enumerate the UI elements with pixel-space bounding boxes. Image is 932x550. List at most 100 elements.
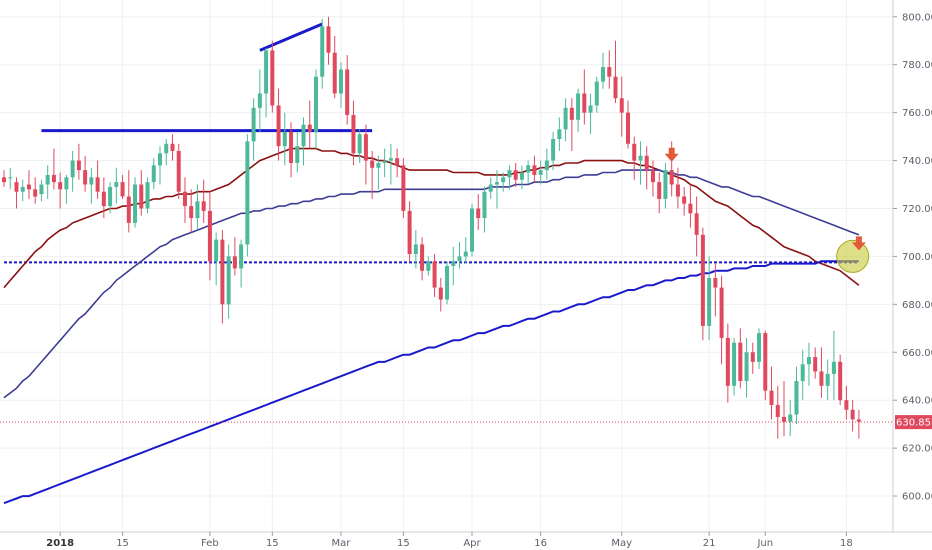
candle-body: [295, 146, 300, 163]
candle-body: [264, 50, 269, 94]
candle: [526, 160, 531, 185]
candle: [763, 330, 768, 401]
candle-body: [657, 182, 662, 199]
candle-body: [576, 93, 581, 120]
last-price-label: 630.85: [896, 418, 931, 429]
candle: [326, 16, 331, 65]
candle: [189, 189, 194, 233]
candle-body: [788, 414, 793, 422]
candle-body: [195, 201, 200, 219]
candle-body: [850, 409, 855, 420]
candle: [413, 230, 418, 269]
candle: [769, 366, 774, 420]
candle: [719, 275, 724, 365]
candle-body: [838, 361, 843, 401]
candle-body: [8, 177, 13, 179]
candle-body: [251, 107, 256, 142]
candle: [95, 160, 100, 199]
candle: [195, 184, 200, 231]
candle: [507, 165, 512, 190]
candle-body: [638, 155, 643, 161]
candle: [245, 134, 250, 257]
candle-body: [470, 208, 474, 252]
x-tick-label: 18: [840, 538, 853, 549]
candle-body: [139, 184, 144, 209]
candle: [108, 182, 113, 214]
candle: [650, 160, 655, 197]
candle: [775, 385, 780, 439]
candle: [170, 134, 175, 161]
candle-body: [363, 134, 368, 161]
candle: [432, 254, 437, 298]
candle: [201, 179, 206, 223]
candle: [89, 167, 94, 204]
candle: [2, 170, 6, 187]
candle: [126, 170, 131, 233]
x-tick-label: Feb: [201, 538, 219, 549]
candle-body: [320, 26, 325, 77]
candle: [757, 328, 762, 370]
candle: [626, 100, 630, 149]
candle: [139, 170, 144, 216]
candle-body: [332, 52, 337, 94]
candle: [401, 158, 406, 219]
candle-body: [856, 419, 861, 422]
candle-body: [782, 416, 786, 422]
candle-body: [201, 201, 206, 211]
candle-body: [588, 105, 593, 113]
candle: [120, 174, 125, 199]
y-axis: 600.00 620.00 640.00 660.00 680.00 700.00 720.…: [892, 0, 932, 532]
candle: [601, 52, 606, 89]
candle: [738, 328, 743, 389]
candle: [607, 50, 612, 89]
y-tick-label: 800.00: [902, 12, 932, 23]
candle: [363, 124, 368, 185]
candle-body: [594, 81, 599, 106]
candle: [26, 170, 31, 199]
candle: [58, 172, 63, 209]
candle-body: [326, 26, 331, 53]
candle: [544, 148, 549, 180]
candle: [713, 263, 718, 317]
candle-body: [207, 210, 212, 262]
candle: [750, 342, 755, 374]
candle: [370, 150, 375, 199]
candle: [782, 381, 786, 437]
candle: [557, 117, 562, 151]
candle-body: [557, 129, 562, 139]
candle: [207, 191, 212, 281]
candle-body: [126, 196, 131, 223]
candle: [831, 330, 836, 401]
candle: [438, 277, 443, 312]
candle: [301, 117, 306, 166]
candle-body: [182, 191, 187, 207]
candle: [638, 141, 643, 185]
candle-body: [395, 158, 400, 166]
x-axis: 2018 15 Feb 15 Mar 15 Apr 16 May 21 Jun 18: [0, 531, 932, 549]
candle-body: [388, 158, 393, 161]
candle-body: [108, 186, 113, 207]
candle: [675, 167, 680, 209]
sma100-line: [3, 169, 860, 399]
candle: [176, 143, 181, 199]
candle-body: [744, 352, 749, 382]
candle: [576, 88, 581, 132]
candle: [725, 323, 730, 403]
candle-body: [757, 333, 762, 362]
candle-body: [282, 131, 287, 147]
x-tick-label: 21: [703, 538, 716, 549]
candle-body: [370, 160, 375, 168]
x-tick-label: 2018: [46, 538, 74, 549]
candle-body: [719, 287, 724, 338]
candle-body: [345, 69, 350, 116]
candle-body: [551, 138, 556, 161]
candle-body: [301, 124, 306, 147]
candle: [850, 400, 855, 432]
candle-body: [732, 342, 737, 386]
candle-body: [613, 76, 618, 99]
candle: [538, 160, 543, 185]
candle-body: [114, 182, 119, 187]
candle: [457, 242, 462, 269]
down-arrow-icon: [664, 147, 679, 162]
candle: [551, 131, 556, 171]
